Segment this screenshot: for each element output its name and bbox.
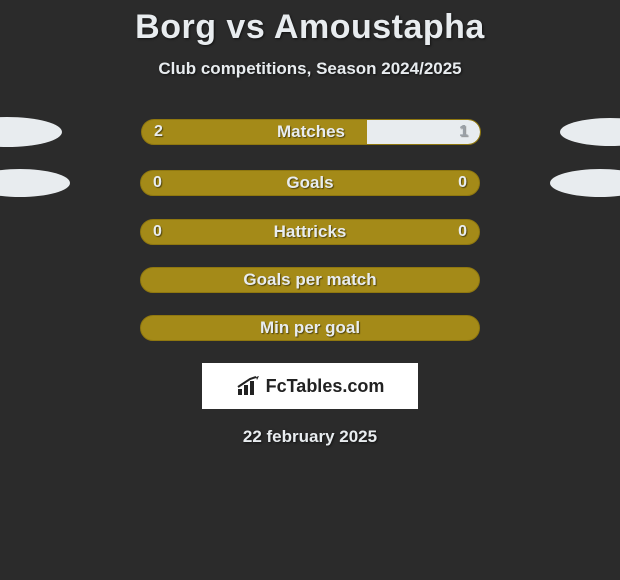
stat-bar-gpm: Goals per match xyxy=(140,267,480,293)
stat-bar-mpg: Min per goal xyxy=(140,315,480,341)
player-left-marker xyxy=(0,117,62,147)
stat-row-goals: 0 Goals 0 xyxy=(0,169,620,197)
chart-icon xyxy=(236,375,260,397)
stat-label: Goals per match xyxy=(141,270,479,290)
page-title: Borg vs Amoustapha xyxy=(0,8,620,47)
footer-date: 22 february 2025 xyxy=(0,427,620,447)
brand-text: FcTables.com xyxy=(266,376,385,397)
stat-label: Hattricks xyxy=(141,222,479,242)
stat-row-mpg: Min per goal xyxy=(0,315,620,341)
stat-bar-hattricks: 0 Hattricks 0 xyxy=(140,219,480,245)
player-left-marker xyxy=(0,169,70,197)
stat-right-value: 0 xyxy=(458,223,467,241)
player-right-marker xyxy=(560,118,620,146)
stat-row-hattricks: 0 Hattricks 0 xyxy=(0,219,620,245)
stat-label: Min per goal xyxy=(141,318,479,338)
stat-bar-matches: 2 Matches 1 xyxy=(141,119,481,145)
stat-row-gpm: Goals per match xyxy=(0,267,620,293)
stat-row-matches: 2 Matches 1 xyxy=(0,117,620,147)
brand-badge: FcTables.com xyxy=(202,363,418,409)
stats-card: Borg vs Amoustapha Club competitions, Se… xyxy=(0,0,620,447)
stat-right-value: 1 xyxy=(459,123,468,141)
stat-bar-goals: 0 Goals 0 xyxy=(140,170,480,196)
page-subtitle: Club competitions, Season 2024/2025 xyxy=(0,59,620,79)
player-right-marker xyxy=(550,169,620,197)
stat-label: Matches xyxy=(142,122,480,142)
stat-right-value: 0 xyxy=(458,174,467,192)
stat-label: Goals xyxy=(141,173,479,193)
